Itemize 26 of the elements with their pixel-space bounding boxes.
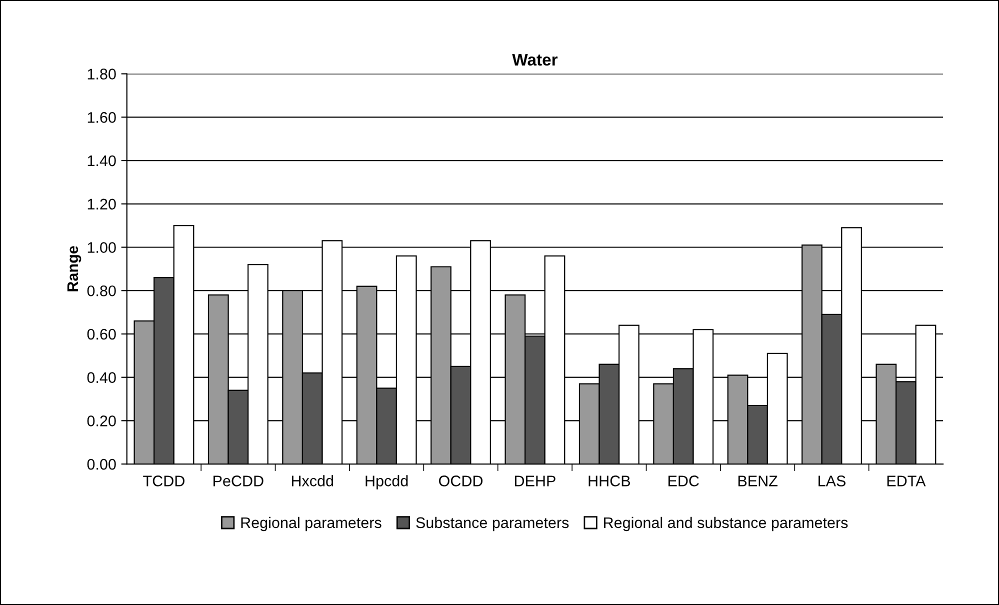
y-tick-label: 0.60 — [87, 328, 116, 340]
y-tick-label: 1.60 — [88, 112, 116, 123]
chart-title: Water — [512, 54, 558, 66]
y-axis-title: Range — [67, 246, 82, 292]
y-tick-label: 1.20 — [88, 198, 116, 210]
x-tick-label: EDC — [668, 476, 699, 486]
y-tick-label: 1.00 — [88, 242, 116, 253]
x-tick-label: LAS — [818, 476, 846, 486]
y-tick-label: 0.80 — [87, 285, 116, 296]
x-tick-label: EDTA — [887, 476, 926, 486]
x-tick-label: Hpcdd — [366, 475, 408, 490]
y-tick-label: 1.40 — [88, 155, 116, 166]
x-tick-label: Hxcdd — [292, 475, 334, 486]
legend-label: Regional parameters — [241, 516, 382, 532]
x-tick-label: BENZ — [738, 476, 778, 486]
y-tick-label: 0.40 — [87, 372, 116, 384]
x-tick-label: DEHP — [514, 476, 556, 486]
legend-label: Substance parameters — [416, 516, 569, 532]
x-tick-label: PeCDD — [214, 476, 264, 486]
x-tick-label: TCDD — [143, 476, 184, 486]
y-tick-label: 0.20 — [87, 416, 116, 426]
y-tick-label: 1.80 — [88, 68, 116, 80]
x-tick-label: HHCB — [588, 476, 630, 486]
y-tick-label: 0.00 — [87, 458, 116, 470]
x-tick-label: OCDD — [439, 476, 483, 486]
legend-label: Regional and substance parameters — [604, 516, 848, 532]
